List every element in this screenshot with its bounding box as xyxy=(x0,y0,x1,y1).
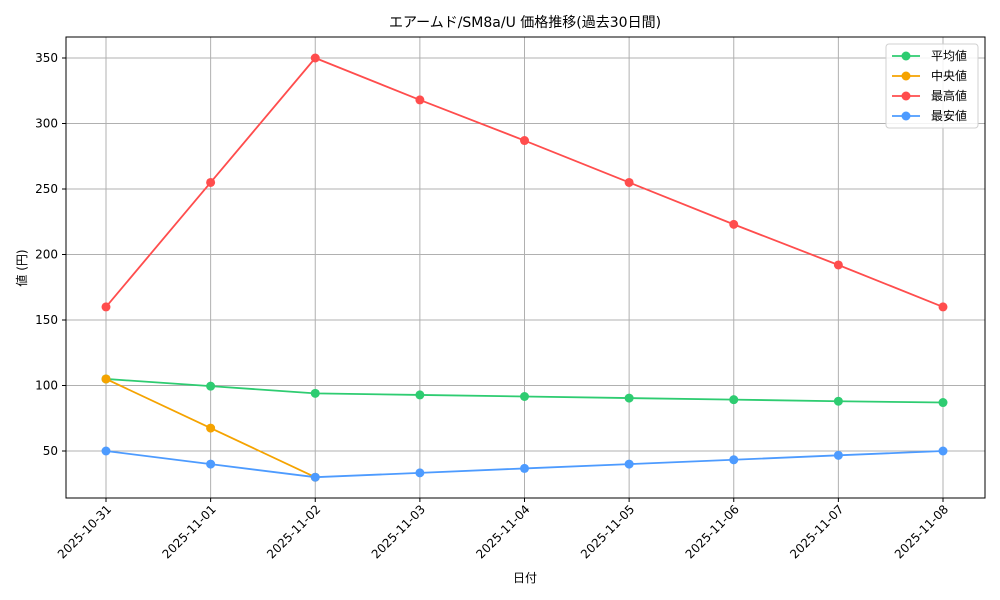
data-point xyxy=(833,450,843,460)
y-tick-label: 150 xyxy=(35,313,58,327)
x-tick-label: 2025-11-06 xyxy=(683,502,742,561)
x-tick-label: 2025-11-08 xyxy=(892,502,951,561)
legend-item: 中央値 xyxy=(892,68,967,83)
y-tick-label: 350 xyxy=(35,51,58,65)
series-3 xyxy=(101,446,948,482)
data-point xyxy=(101,374,111,384)
x-tick-label: 2025-10-31 xyxy=(55,502,114,561)
data-point xyxy=(938,398,948,408)
y-tick-label: 200 xyxy=(35,248,58,262)
data-point xyxy=(833,260,843,270)
y-axis-label: 値 (円) xyxy=(14,249,29,286)
data-point xyxy=(520,136,529,146)
x-tick-label: 2025-11-04 xyxy=(473,502,532,561)
data-point xyxy=(415,95,425,105)
x-axis-ticks: 2025-10-31 2025-11-01 2025-11-02 2025-11-03… xyxy=(55,498,951,561)
data-point xyxy=(624,459,634,469)
legend-item: 平均値 xyxy=(892,48,967,63)
y-tick-label: 250 xyxy=(35,182,58,196)
x-tick-label: 2025-11-02 xyxy=(264,502,323,561)
data-point xyxy=(101,446,111,456)
y-tick-label: 100 xyxy=(35,379,58,393)
series-lines xyxy=(101,53,948,482)
data-point xyxy=(520,463,529,473)
data-point xyxy=(624,393,634,403)
legend-item: 最安値 xyxy=(892,108,967,123)
data-point xyxy=(938,446,948,456)
data-point xyxy=(624,177,634,187)
legend-label: 中央値 xyxy=(931,68,967,83)
y-tick-label: 50 xyxy=(43,444,58,458)
data-point xyxy=(101,302,111,312)
data-point xyxy=(206,459,216,469)
x-tick-label: 2025-11-07 xyxy=(787,502,846,561)
data-point xyxy=(415,390,425,400)
data-point xyxy=(310,388,320,398)
data-point xyxy=(729,395,739,405)
data-point xyxy=(206,381,216,391)
chart-title: エアームド/SM8a/U 価格推移(過去30日間) xyxy=(389,15,661,31)
axes-frame xyxy=(65,36,986,499)
legend-label: 最安値 xyxy=(931,108,967,123)
data-point xyxy=(520,392,529,402)
y-axis-ticks: 50 100 150 200 250 300 350 xyxy=(35,51,66,458)
data-point xyxy=(310,53,320,63)
x-tick-label: 2025-11-01 xyxy=(160,502,219,561)
x-tick-label: 2025-11-03 xyxy=(369,502,428,561)
data-point xyxy=(415,468,425,478)
legend-label: 最高値 xyxy=(931,88,967,103)
legend-item: 最高値 xyxy=(892,88,967,103)
x-axis-label: 日付 xyxy=(513,571,537,585)
series-2 xyxy=(101,53,948,312)
data-point xyxy=(833,396,843,406)
data-point xyxy=(206,177,216,187)
y-tick-label: 300 xyxy=(35,117,58,131)
data-point xyxy=(938,302,948,312)
x-tick-label: 2025-11-05 xyxy=(578,502,637,561)
data-point xyxy=(310,472,320,482)
data-point xyxy=(729,455,739,465)
data-point xyxy=(729,219,739,229)
legend-label: 平均値 xyxy=(931,48,967,63)
grid xyxy=(66,37,985,498)
data-point xyxy=(206,423,216,433)
